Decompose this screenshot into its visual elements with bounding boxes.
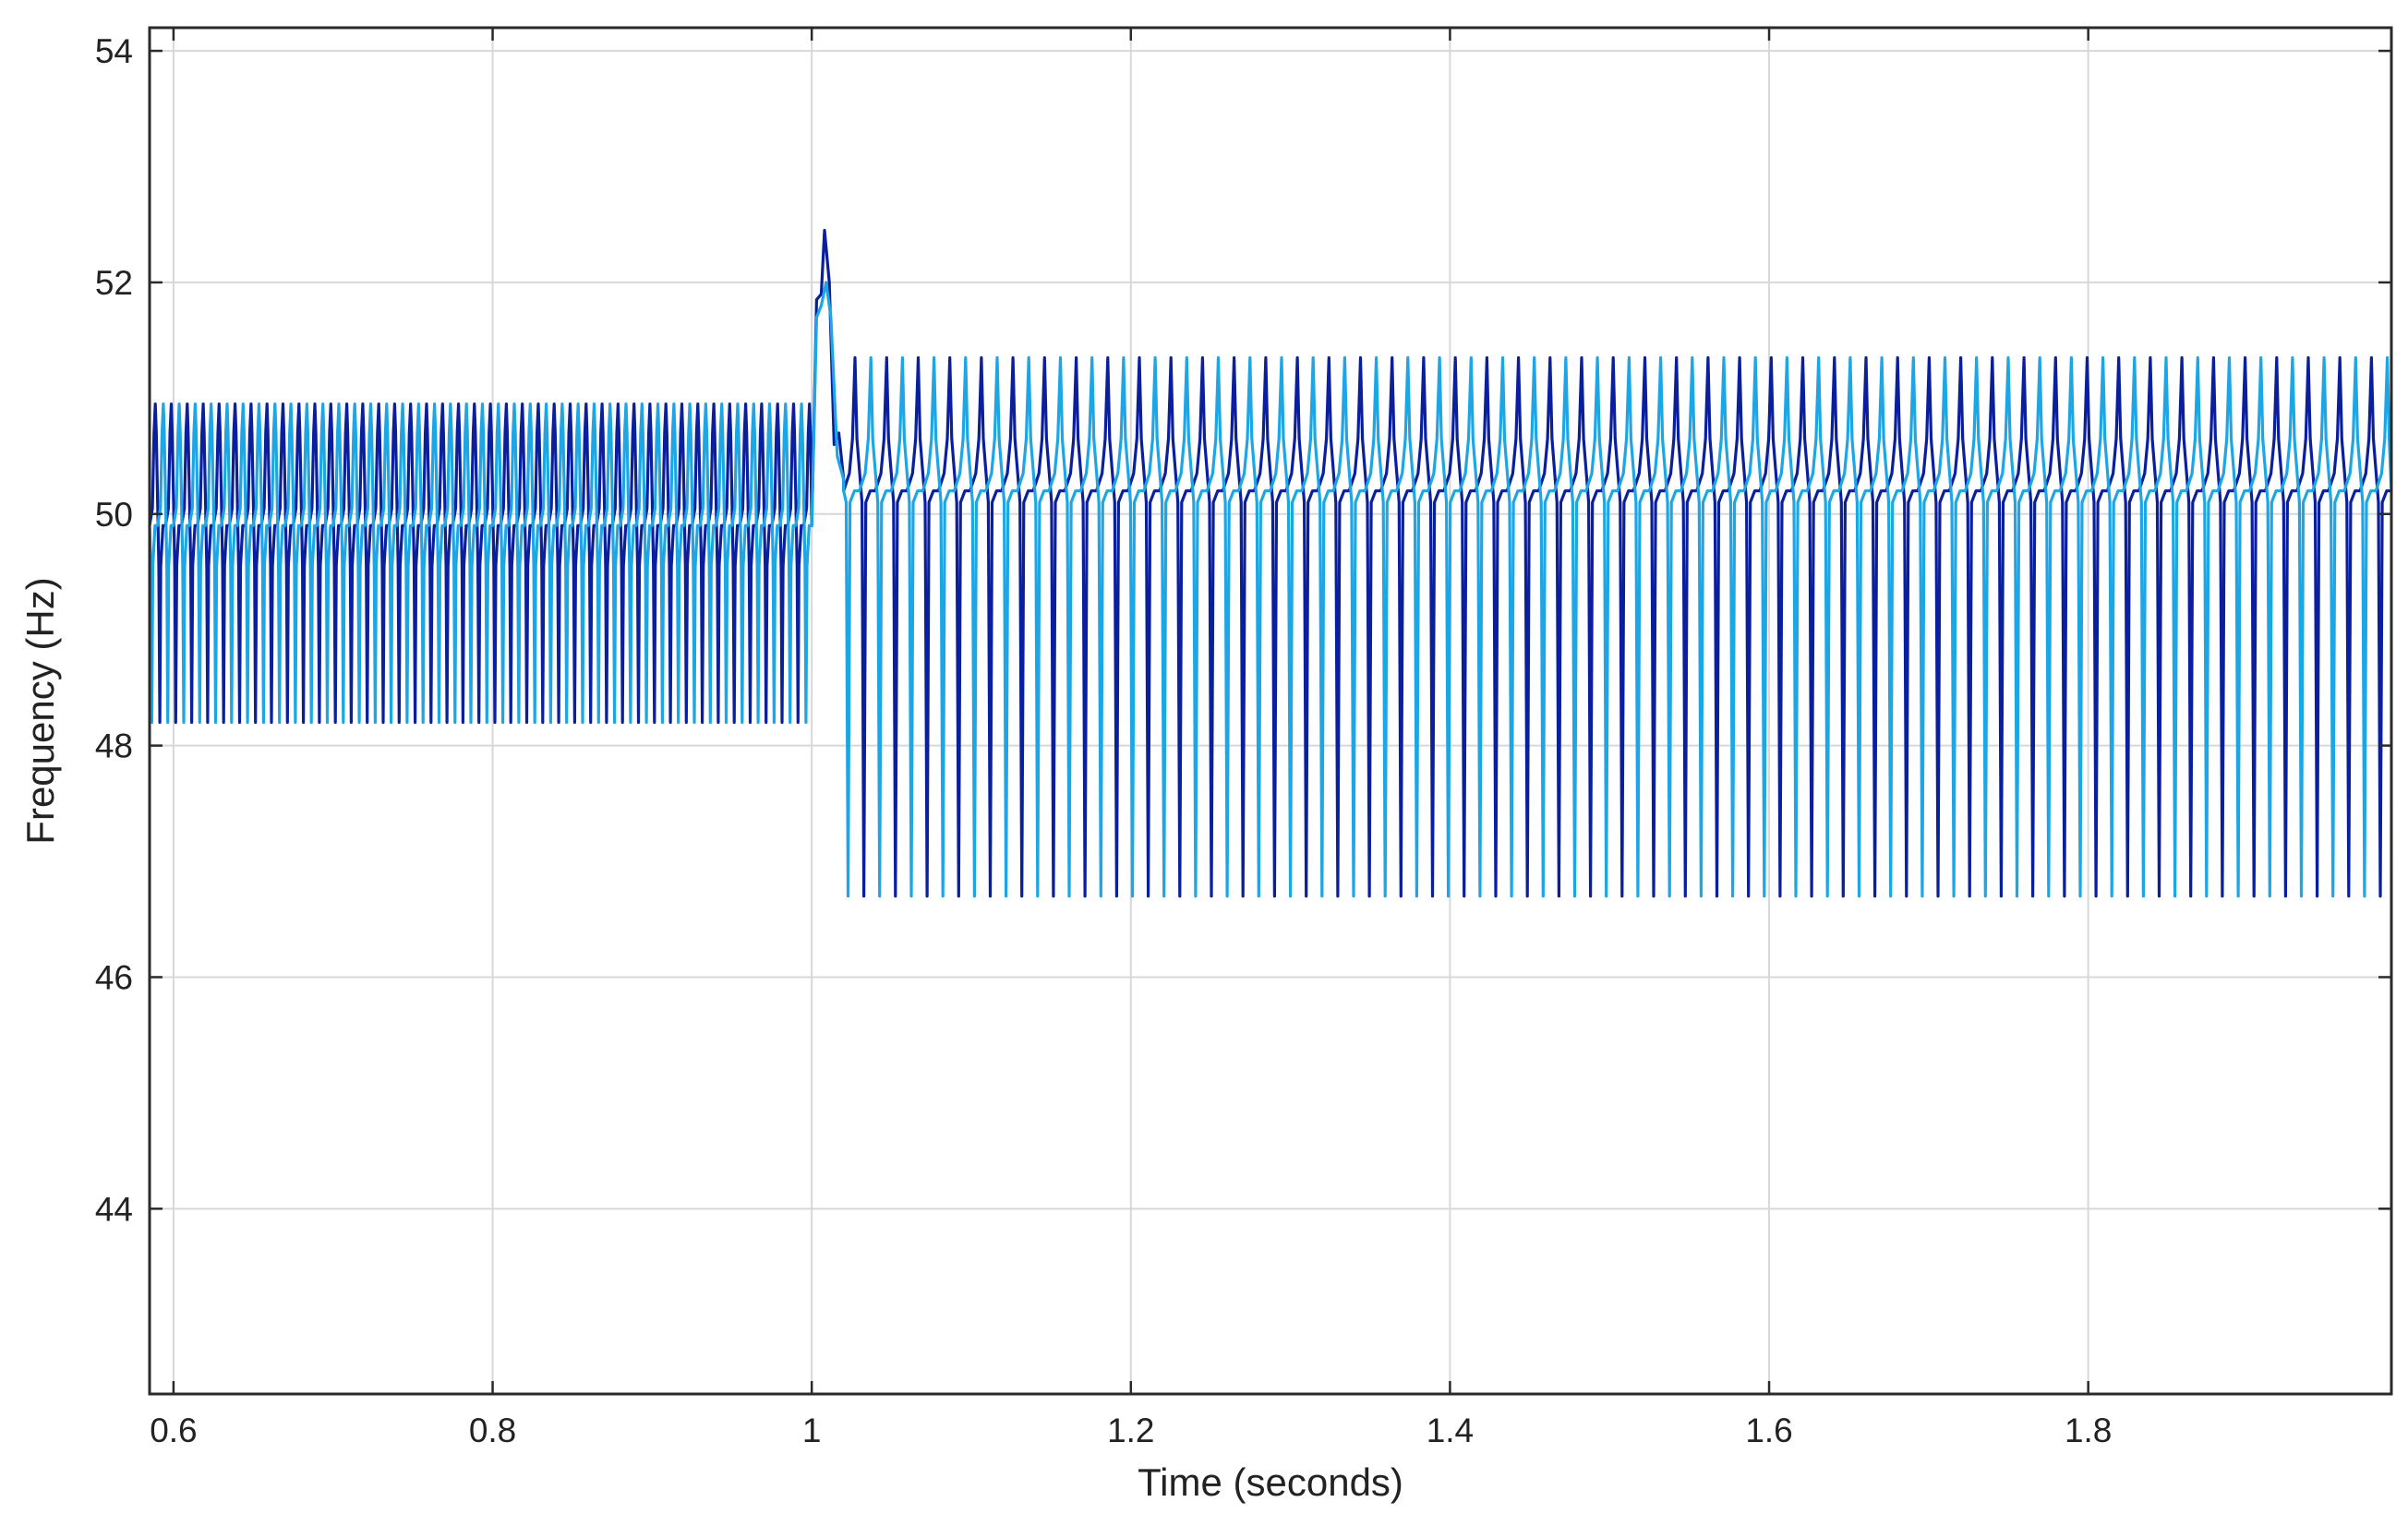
- y-tick-label: 46: [95, 958, 133, 996]
- y-tick-label: 54: [95, 32, 133, 70]
- x-tick-label: 1.2: [1107, 1412, 1154, 1449]
- frequency-series-line-1: [148, 228, 2391, 898]
- x-tick-label: 0.8: [469, 1412, 516, 1449]
- x-tick-label: 1: [802, 1412, 822, 1449]
- x-axis-label: Time (seconds): [1138, 1460, 1403, 1504]
- y-tick-label: 44: [95, 1190, 133, 1228]
- y-tick-label: 48: [95, 727, 133, 765]
- frequency-series-line-2: [148, 281, 2393, 898]
- ticks: 0.6 0.8 1 1.2 1.4 1.6 1.8 44 46 48 50 52 54: [95, 28, 2391, 1449]
- x-tick-label: 0.6: [150, 1412, 197, 1449]
- x-tick-label: 1.8: [2065, 1412, 2112, 1449]
- y-axis-label: Frequency (Hz): [18, 577, 62, 844]
- y-tick-label: 50: [95, 496, 133, 534]
- series-layer: [148, 228, 2393, 898]
- x-tick-label: 1.4: [1427, 1412, 1474, 1449]
- plot-frame: [148, 26, 2393, 1396]
- y-tick-label: 52: [95, 264, 133, 302]
- x-tick-label: 1.6: [1745, 1412, 1792, 1449]
